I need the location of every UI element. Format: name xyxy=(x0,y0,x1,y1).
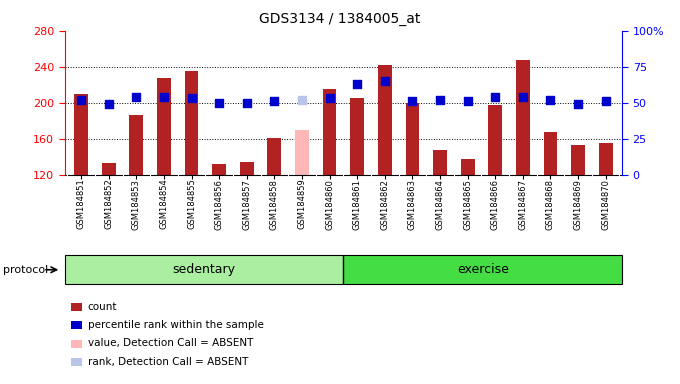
Text: GSM184861: GSM184861 xyxy=(353,179,362,230)
Point xyxy=(490,94,500,100)
Bar xyxy=(598,143,613,175)
Bar xyxy=(157,78,171,175)
Point xyxy=(573,101,583,107)
Text: GSM184865: GSM184865 xyxy=(463,179,472,230)
Bar xyxy=(65,255,343,284)
Text: GSM184867: GSM184867 xyxy=(518,179,527,230)
Text: sedentary: sedentary xyxy=(173,263,235,276)
Text: GSM184857: GSM184857 xyxy=(242,179,252,230)
Text: GSM184866: GSM184866 xyxy=(491,179,500,230)
Point xyxy=(186,95,197,101)
Text: GSM184862: GSM184862 xyxy=(380,179,390,230)
Bar xyxy=(350,98,364,175)
Text: GSM184870: GSM184870 xyxy=(601,179,610,230)
Bar xyxy=(571,145,585,175)
Bar xyxy=(343,255,622,284)
Text: GSM184856: GSM184856 xyxy=(215,179,224,230)
Text: rank, Detection Call = ABSENT: rank, Detection Call = ABSENT xyxy=(88,357,248,367)
Bar xyxy=(267,138,282,175)
Bar xyxy=(129,115,143,175)
Point xyxy=(214,99,224,106)
Text: GSM184859: GSM184859 xyxy=(297,179,307,229)
Text: GDS3134 / 1384005_at: GDS3134 / 1384005_at xyxy=(259,12,421,25)
Point xyxy=(600,98,611,104)
Text: protocol: protocol xyxy=(3,265,49,275)
Bar xyxy=(212,164,226,175)
Text: GSM184869: GSM184869 xyxy=(573,179,583,230)
Point xyxy=(352,81,362,87)
Text: count: count xyxy=(88,301,117,311)
Point xyxy=(75,97,86,103)
Bar xyxy=(516,60,530,175)
Point xyxy=(131,94,142,100)
Text: percentile rank within the sample: percentile rank within the sample xyxy=(88,320,264,330)
Bar xyxy=(74,94,88,175)
Text: value, Detection Call = ABSENT: value, Detection Call = ABSENT xyxy=(88,338,253,348)
Text: GSM184860: GSM184860 xyxy=(325,179,334,230)
Bar xyxy=(185,71,199,175)
Text: GSM184858: GSM184858 xyxy=(270,179,279,230)
Text: GSM184864: GSM184864 xyxy=(435,179,445,230)
Text: GSM184855: GSM184855 xyxy=(187,179,196,229)
Point xyxy=(517,94,528,100)
Point xyxy=(324,95,335,101)
Text: GSM184868: GSM184868 xyxy=(546,179,555,230)
Text: exercise: exercise xyxy=(457,263,509,276)
Point xyxy=(158,94,169,100)
Bar xyxy=(461,159,475,175)
Text: GSM184863: GSM184863 xyxy=(408,179,417,230)
Bar xyxy=(488,104,502,175)
Bar xyxy=(378,65,392,175)
Point xyxy=(241,99,252,106)
Bar xyxy=(295,130,309,175)
Bar xyxy=(323,89,337,175)
Text: GSM184854: GSM184854 xyxy=(160,179,169,229)
Point xyxy=(379,78,390,84)
Text: GSM184852: GSM184852 xyxy=(104,179,114,229)
Bar xyxy=(102,163,116,175)
Point xyxy=(435,97,445,103)
Point xyxy=(269,98,280,104)
Point xyxy=(545,97,556,103)
Point xyxy=(407,98,418,104)
Bar xyxy=(543,132,558,175)
Text: GSM184851: GSM184851 xyxy=(77,179,86,229)
Bar xyxy=(240,162,254,175)
Bar xyxy=(433,151,447,175)
Point xyxy=(462,98,473,104)
Point xyxy=(296,97,307,103)
Bar xyxy=(405,103,420,175)
Point xyxy=(103,101,114,107)
Text: GSM184853: GSM184853 xyxy=(132,179,141,230)
